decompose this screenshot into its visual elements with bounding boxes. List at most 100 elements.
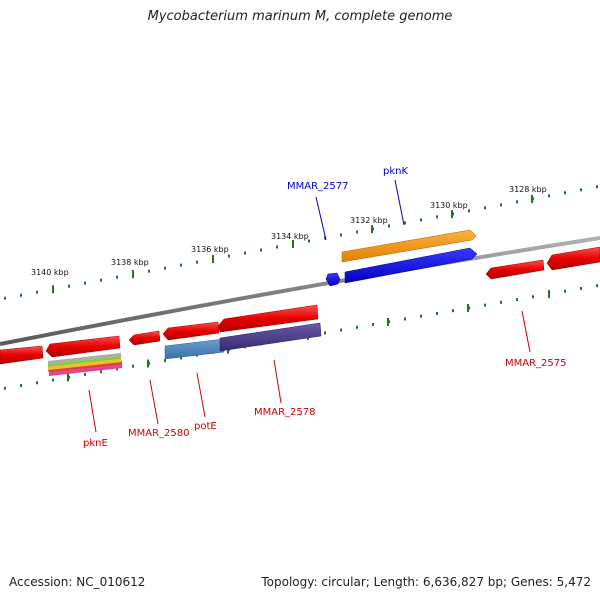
lower-scale-minor-tick xyxy=(180,356,182,360)
leader-pknk xyxy=(394,179,405,226)
lower-scale-major-tick xyxy=(67,373,69,382)
scale-label-3136: 3136 kbp xyxy=(191,245,229,254)
label-pknk: pknK xyxy=(383,166,408,177)
lower-scale-minor-tick xyxy=(324,331,326,335)
upper-scale-minor-tick xyxy=(4,296,6,300)
leader-mmar2575 xyxy=(521,310,531,353)
scale-label-3132: 3132 kbp xyxy=(350,216,388,225)
lower-scale-minor-tick xyxy=(452,309,454,313)
lower-scale-major-tick xyxy=(467,304,469,313)
lower-scale-minor-tick xyxy=(52,378,54,382)
gene-left-red[interactable] xyxy=(0,345,44,365)
gene-pknk-orange[interactable] xyxy=(341,229,477,263)
upper-scale-major-tick xyxy=(371,225,373,234)
lower-scale-minor-tick xyxy=(36,381,38,385)
gene-pkne-red[interactable] xyxy=(45,335,121,358)
lower-scale-minor-tick xyxy=(372,323,374,327)
upper-scale-minor-tick xyxy=(308,239,310,243)
leader-mmar2577 xyxy=(315,196,327,241)
upper-scale-minor-tick xyxy=(324,236,326,240)
upper-scale-minor-tick xyxy=(84,281,86,285)
upper-scale-major-tick xyxy=(292,240,294,249)
lower-scale-minor-tick xyxy=(100,370,102,374)
gene-upper-right[interactable] xyxy=(546,246,600,271)
label-mmar2578: MMAR_2578 xyxy=(254,407,316,418)
upper-scale-minor-tick xyxy=(516,200,518,204)
lower-scale-minor-tick xyxy=(564,289,566,293)
lower-scale-minor-tick xyxy=(484,303,486,307)
lower-scale-minor-tick xyxy=(4,386,6,390)
leader-mmar2580 xyxy=(149,379,159,425)
upper-scale-minor-tick xyxy=(180,263,182,267)
gene-mmar2580[interactable] xyxy=(128,330,161,346)
lower-scale-minor-tick xyxy=(20,384,22,388)
upper-scale-minor-tick xyxy=(484,206,486,210)
upper-scale-minor-tick xyxy=(148,269,150,273)
scale-label-3134: 3134 kbp xyxy=(271,232,309,241)
upper-scale-minor-tick xyxy=(164,266,166,270)
upper-scale-major-tick xyxy=(212,255,214,264)
upper-scale-minor-tick xyxy=(596,185,598,189)
gene-mmar2577[interactable] xyxy=(325,272,341,287)
upper-scale-minor-tick xyxy=(436,215,438,219)
lower-scale-minor-tick xyxy=(516,298,518,302)
upper-scale-minor-tick xyxy=(420,218,422,222)
lower-scale-minor-tick xyxy=(340,328,342,332)
leader-mmar2578 xyxy=(273,359,282,404)
upper-scale-minor-tick xyxy=(580,188,582,192)
upper-scale-minor-tick xyxy=(100,278,102,282)
upper-scale-major-tick xyxy=(531,194,533,203)
scale-label-3130: 3130 kbp xyxy=(430,201,468,210)
lower-scale-minor-tick xyxy=(132,364,134,368)
upper-scale-minor-tick xyxy=(548,194,550,198)
lower-scale-major-tick xyxy=(387,317,389,326)
lower-scale-minor-tick xyxy=(532,295,534,299)
upper-scale-minor-tick xyxy=(564,191,566,195)
lower-scale-minor-tick xyxy=(580,286,582,290)
gene-pknk-blue[interactable] xyxy=(344,247,478,284)
accession-text: Accession: NC_010612 xyxy=(9,575,146,589)
upper-scale-minor-tick xyxy=(340,233,342,237)
label-pkne: pknE xyxy=(83,438,108,449)
lower-scale-major-tick xyxy=(147,359,149,368)
upper-scale-minor-tick xyxy=(356,230,358,234)
gene-mmar2578-red[interactable] xyxy=(217,304,319,333)
genome-title: Mycobacterium marinum M, complete genome xyxy=(147,9,453,24)
gene-pkne-stripes[interactable] xyxy=(48,353,122,376)
lower-scale-minor-tick xyxy=(436,311,438,315)
lower-scale-minor-tick xyxy=(356,325,358,329)
label-mmar2580: MMAR_2580 xyxy=(128,428,190,439)
upper-scale-minor-tick xyxy=(276,245,278,249)
upper-scale-minor-tick xyxy=(68,284,70,288)
gene-pote-steelblue[interactable] xyxy=(164,338,225,360)
upper-scale-minor-tick xyxy=(36,290,38,294)
label-pote: potE xyxy=(194,421,217,432)
upper-scale-minor-tick xyxy=(20,293,22,297)
upper-scale-minor-tick xyxy=(260,248,262,252)
genome-backbone xyxy=(0,236,600,346)
leader-pote xyxy=(196,372,206,418)
lower-scale-minor-tick xyxy=(84,372,86,376)
lower-scale-minor-tick xyxy=(596,284,598,288)
upper-scale-minor-tick xyxy=(244,251,246,255)
upper-scale-minor-tick xyxy=(468,209,470,213)
scale-label-3128: 3128 kbp xyxy=(509,185,547,194)
upper-scale-major-tick xyxy=(132,270,134,279)
lower-scale-minor-tick xyxy=(404,317,406,321)
upper-scale-minor-tick xyxy=(196,260,198,264)
leader-pkne xyxy=(88,389,97,433)
upper-scale-track xyxy=(4,185,598,300)
lower-scale-minor-tick xyxy=(164,359,166,363)
label-mmar2577: MMAR_2577 xyxy=(287,181,349,192)
lower-scale-minor-tick xyxy=(420,314,422,318)
gene-pote-red[interactable] xyxy=(162,321,220,341)
upper-scale-minor-tick xyxy=(388,224,390,228)
upper-scale-major-tick xyxy=(451,210,453,219)
lower-scale-minor-tick xyxy=(500,300,502,304)
scale-label-3138: 3138 kbp xyxy=(111,258,149,267)
upper-scale-minor-tick xyxy=(500,203,502,207)
gene-mmar2578-indigo[interactable] xyxy=(219,322,322,352)
upper-scale-minor-tick xyxy=(228,254,230,258)
gene-mmar2575-a[interactable] xyxy=(485,259,545,280)
